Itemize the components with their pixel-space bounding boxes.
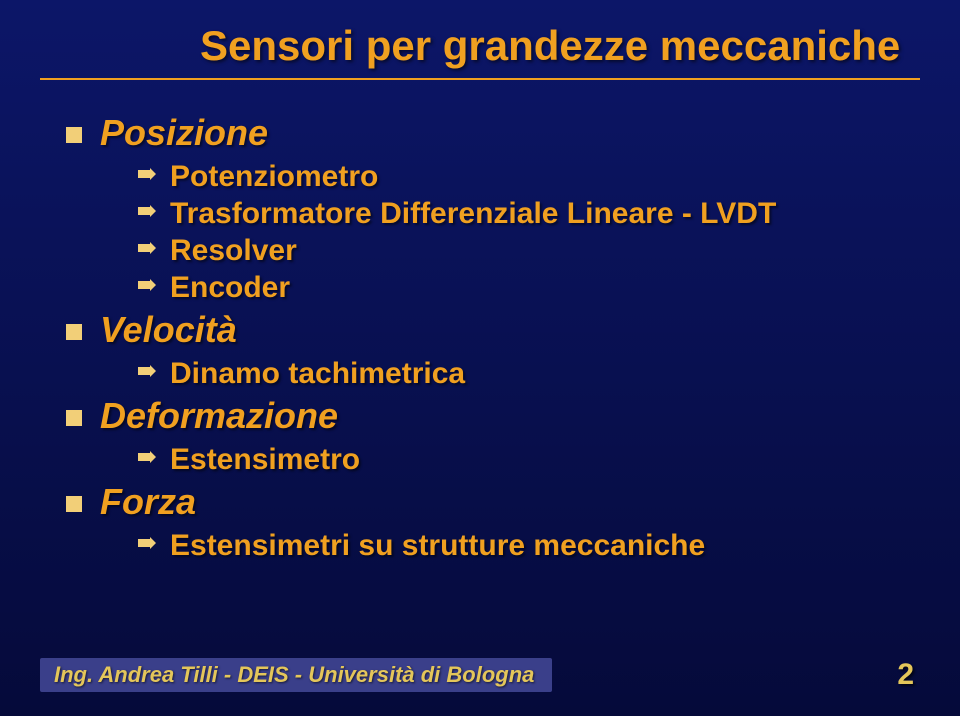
list-item: Deformazione (66, 395, 920, 437)
content-area: Posizione Potenziometro Trasformatore Di… (40, 112, 920, 563)
sublist-item: Resolver (138, 234, 920, 268)
sublist: Dinamo tachimetrica (138, 357, 920, 391)
arrow-right-icon (138, 537, 156, 555)
title-underline (40, 78, 920, 80)
arrow-right-icon (138, 205, 156, 223)
list-item: Posizione (66, 112, 920, 154)
sublist-item-label: Estensimetri su strutture meccaniche (170, 529, 705, 563)
slide: Sensori per grandezze meccaniche Posizio… (0, 0, 960, 716)
square-bullet-icon (66, 324, 82, 340)
footer-band: Ing. Andrea Tilli - DEIS - Università di… (40, 658, 552, 692)
sublist-item: Estensimetro (138, 443, 920, 477)
footer-text: Ing. Andrea Tilli - DEIS - Università di… (54, 662, 534, 687)
square-bullet-icon (66, 496, 82, 512)
sublist: Estensimetri su strutture meccaniche (138, 529, 920, 563)
sublist: Potenziometro Trasformatore Differenzial… (138, 160, 920, 305)
list-item: Forza (66, 481, 920, 523)
sublist-item-label: Encoder (170, 271, 290, 305)
sublist-item-label: Trasformatore Differenziale Lineare - LV… (170, 197, 776, 231)
sublist-item-label: Resolver (170, 234, 297, 268)
sublist-item: Trasformatore Differenziale Lineare - LV… (138, 197, 920, 231)
sublist-item-label: Potenziometro (170, 160, 378, 194)
footer: Ing. Andrea Tilli - DEIS - Università di… (40, 658, 920, 692)
sublist-item-label: Dinamo tachimetrica (170, 357, 465, 391)
list-item-label: Deformazione (100, 395, 338, 437)
arrow-right-icon (138, 365, 156, 383)
sublist-item: Estensimetri su strutture meccaniche (138, 529, 920, 563)
slide-title: Sensori per grandezze meccaniche (40, 22, 920, 70)
square-bullet-icon (66, 410, 82, 426)
sublist-item: Encoder (138, 271, 920, 305)
page-number: 2 (897, 658, 920, 692)
sublist-item-label: Estensimetro (170, 443, 360, 477)
arrow-right-icon (138, 451, 156, 469)
arrow-right-icon (138, 242, 156, 260)
sublist-item: Dinamo tachimetrica (138, 357, 920, 391)
list-item-label: Posizione (100, 112, 268, 154)
list-item-label: Velocità (100, 309, 237, 351)
arrow-right-icon (138, 279, 156, 297)
arrow-right-icon (138, 168, 156, 186)
list-item-label: Forza (100, 481, 196, 523)
sublist: Estensimetro (138, 443, 920, 477)
sublist-item: Potenziometro (138, 160, 920, 194)
square-bullet-icon (66, 127, 82, 143)
list-item: Velocità (66, 309, 920, 351)
